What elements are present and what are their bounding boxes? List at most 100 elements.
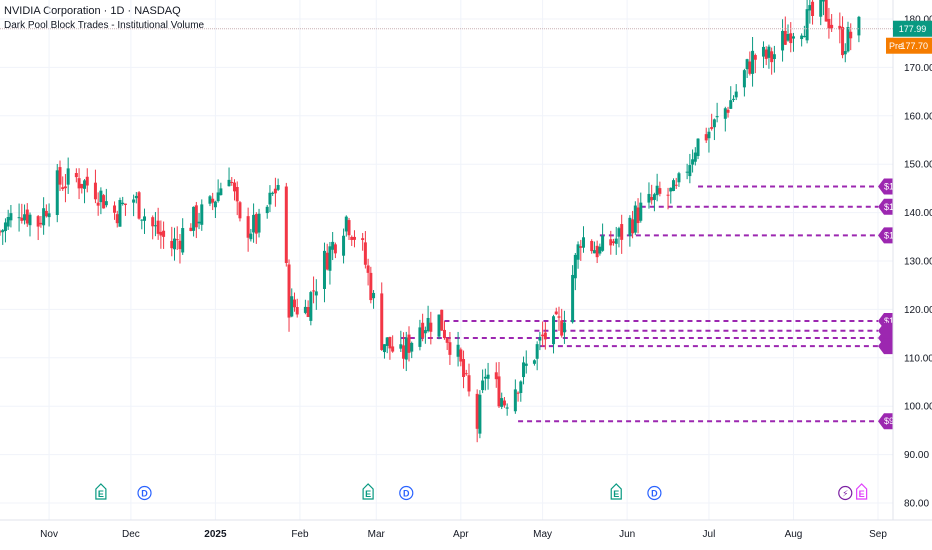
- candle-body: [579, 246, 583, 248]
- candle-body: [113, 205, 117, 213]
- candle: [707, 127, 711, 153]
- candle: [28, 212, 32, 237]
- candle-body: [156, 220, 160, 234]
- candle: [639, 192, 643, 223]
- candle-body: [628, 217, 632, 236]
- time-axis[interactable]: Nov Dec 2025 Feb Mar Apr May Jun Jul Aug Sep: [0, 519, 932, 540]
- candle-body: [669, 187, 673, 192]
- candle: [363, 231, 367, 269]
- candle-body: [781, 30, 785, 51]
- candle-body: [104, 201, 108, 206]
- x-tick-label: Apr: [453, 529, 469, 540]
- candle-body: [742, 70, 746, 88]
- candle-body: [429, 322, 433, 332]
- candle: [347, 217, 351, 241]
- candle: [159, 220, 163, 249]
- split-glyph: ⚡: [842, 489, 848, 499]
- candle: [658, 181, 662, 197]
- candle-body: [505, 407, 509, 409]
- candle: [175, 226, 179, 250]
- candle: [541, 321, 545, 347]
- candle: [352, 230, 356, 248]
- candle-body: [543, 332, 547, 340]
- candle-body: [827, 18, 831, 29]
- candle: [781, 19, 785, 62]
- candle: [1, 229, 5, 245]
- level-tag: $96.9: [878, 413, 907, 430]
- candle: [232, 179, 236, 201]
- candle: [55, 163, 59, 223]
- candle: [328, 241, 332, 285]
- candle: [582, 226, 586, 253]
- candle-body: [691, 159, 695, 165]
- candle-body: [140, 219, 144, 221]
- candle-body: [391, 346, 395, 352]
- candle-body: [843, 51, 847, 55]
- candle: [628, 215, 632, 247]
- candle-body: [751, 50, 755, 74]
- candle-body: [322, 250, 326, 289]
- candle-body: [562, 322, 566, 333]
- candle: [292, 292, 296, 312]
- candle: [123, 203, 127, 216]
- candle-body: [151, 217, 155, 227]
- x-tick-label: Nov: [40, 529, 58, 540]
- candle: [590, 239, 594, 254]
- candle-body: [612, 241, 616, 243]
- candle: [366, 258, 370, 286]
- candle-body: [800, 35, 804, 40]
- candle-body: [74, 173, 78, 178]
- candle-body: [426, 317, 430, 332]
- candle-body: [671, 180, 675, 191]
- candle-body: [175, 239, 179, 241]
- price-axis[interactable]: 80.00 90.00 100.00 110.00 120.00 130.00 140.00…: [892, 0, 932, 520]
- candle-body: [636, 207, 640, 224]
- candle: [562, 310, 566, 344]
- candle: [620, 214, 624, 254]
- candle: [462, 350, 466, 389]
- candle: [276, 178, 280, 192]
- candle: [219, 182, 223, 196]
- earnings-letter: E: [365, 489, 371, 499]
- candle-body: [704, 134, 708, 141]
- candle: [350, 235, 354, 246]
- candle-body: [80, 183, 84, 189]
- candle: [609, 230, 613, 255]
- candle-body: [235, 186, 239, 202]
- candle: [47, 203, 51, 227]
- candle: [213, 200, 217, 219]
- candle-body: [194, 205, 198, 228]
- candle-body: [63, 186, 67, 189]
- candle-body: [271, 192, 275, 194]
- candle-body: [494, 372, 498, 380]
- candle: [74, 168, 78, 183]
- candle: [767, 44, 771, 69]
- candle: [742, 68, 746, 97]
- candle-body: [42, 208, 46, 226]
- candle: [17, 203, 21, 232]
- candle-body: [841, 27, 845, 56]
- candle: [42, 197, 46, 235]
- candle-body: [20, 217, 24, 221]
- candle: [704, 127, 708, 143]
- dividend-marker: D: [647, 485, 662, 501]
- candle-body: [748, 61, 752, 74]
- candle-body: [767, 46, 771, 58]
- candle: [382, 344, 386, 359]
- candle: [192, 206, 196, 237]
- candle: [734, 84, 738, 101]
- candle: [36, 214, 40, 241]
- candle-body: [369, 272, 373, 301]
- candle: [633, 201, 637, 235]
- candle: [437, 314, 441, 340]
- indicator-title: Dark Pool Block Trades - Institutional V…: [4, 20, 205, 31]
- candle-body: [1, 230, 5, 233]
- candle-body: [538, 337, 542, 341]
- earnings-marker: E: [856, 483, 868, 500]
- candle-body: [633, 205, 637, 233]
- candle: [715, 102, 719, 123]
- candle: [729, 86, 733, 109]
- candle: [132, 194, 136, 217]
- candle-body: [467, 375, 471, 392]
